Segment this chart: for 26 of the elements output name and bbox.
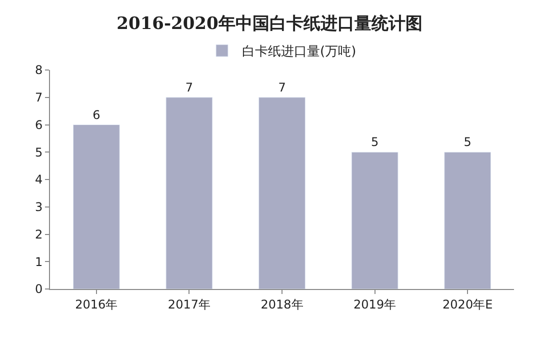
y-tick-label: 0: [34, 282, 43, 296]
bar: [351, 152, 398, 289]
y-tick-label: 6: [34, 118, 43, 132]
data-label: 6: [92, 108, 100, 122]
x-tick-label: 2017年: [168, 297, 210, 312]
y-tick-label: 5: [34, 145, 43, 160]
y-tick-label: 8: [34, 63, 43, 78]
data-label: 5: [370, 135, 379, 150]
data-label: 7: [185, 80, 194, 94]
bar: [72, 124, 120, 289]
legend-label: 白卡纸进口量(万吨): [242, 44, 356, 60]
y-tick-label: 2: [34, 227, 43, 242]
x-tick-label: 2018年: [260, 297, 304, 312]
data-label: 7: [278, 80, 286, 94]
chart-title: 2016-2020年中国白卡纸进口量统计图: [116, 14, 422, 34]
bar: [444, 152, 492, 289]
x-tick-label: 2019年: [354, 297, 396, 312]
y-tick-label: 3: [34, 200, 43, 214]
bar: [258, 97, 306, 289]
y-tick-label: 7: [34, 90, 43, 105]
bar: [166, 97, 213, 289]
y-tick-label: 1: [34, 254, 43, 269]
y-tick-label: 4: [34, 172, 43, 187]
data-label: 5: [464, 135, 472, 150]
x-tick-label: 2016年: [75, 297, 118, 312]
x-tick-label: 2020年E: [442, 297, 493, 312]
